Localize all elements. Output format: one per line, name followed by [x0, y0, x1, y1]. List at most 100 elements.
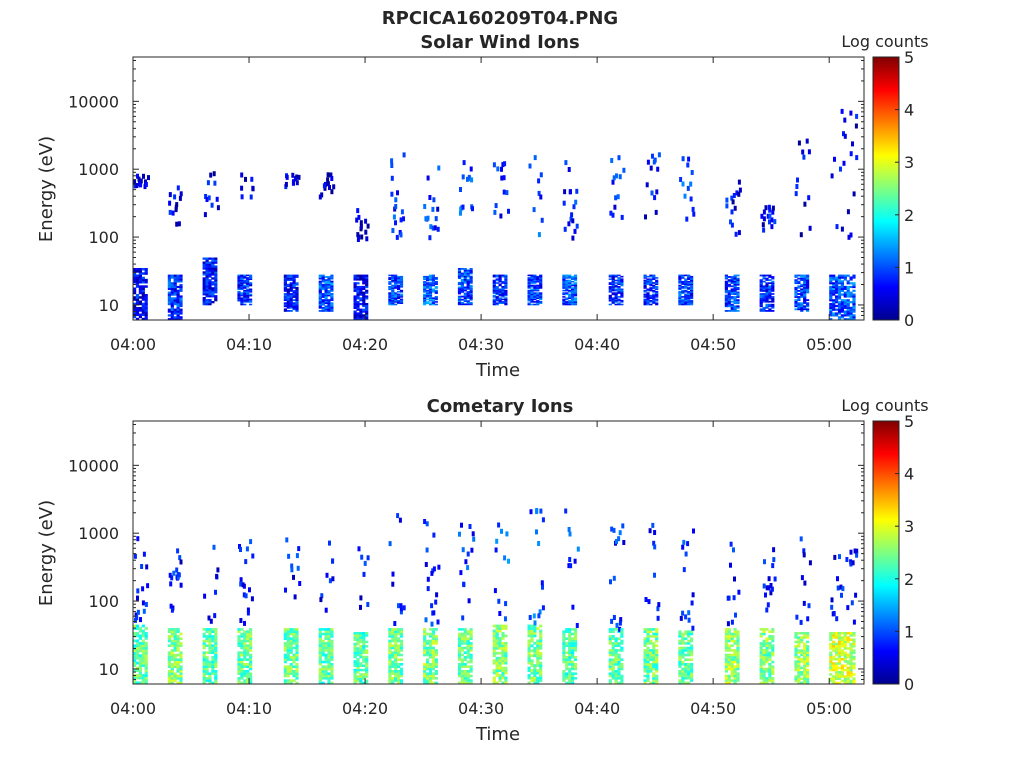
- cometary-heatmap-cell: [492, 641, 496, 645]
- cometary-heatmap-cell: [469, 658, 473, 661]
- solar-wind-heatmap-cell: [210, 202, 214, 208]
- cometary-heatmap-cell: [286, 637, 290, 640]
- solar-wind-heatmap-cell: [724, 290, 728, 292]
- solar-wind-heatmap-cell: [530, 277, 534, 279]
- solar-wind-heatmap-cell: [240, 297, 244, 299]
- cometary-heatmap-cell: [687, 630, 691, 633]
- cometary-heatmap-cell: [388, 656, 392, 659]
- cometary-heatmap-cell: [846, 671, 850, 674]
- solar-wind-heatmap-cell: [835, 282, 839, 285]
- cometary-heatmap-cell: [321, 660, 325, 664]
- cometary-heatmap-cell: [434, 663, 438, 666]
- solar-wind-heatmap-cell: [614, 301, 618, 303]
- solar-wind-heatmap-cell: [646, 293, 650, 296]
- cometary-heatmap-cell: [797, 673, 801, 676]
- solar-wind-heatmap-cell: [329, 172, 333, 178]
- solar-wind-heatmap-cell: [762, 286, 766, 289]
- solar-wind-heatmap-cell: [492, 299, 496, 302]
- solar-wind-heatmap-cell: [286, 277, 290, 280]
- cometary-heatmap-cell: [803, 580, 807, 586]
- solar-wind-heatmap-cell: [768, 305, 772, 308]
- solar-wind-heatmap-cell: [215, 196, 219, 202]
- cometary-heatmap-cell: [176, 639, 180, 643]
- solar-wind-heatmap-cell: [359, 316, 363, 319]
- cometary-heatmap-cell: [608, 653, 612, 657]
- solar-wind-heatmap-cell: [434, 303, 438, 306]
- solar-wind-heatmap-cell: [762, 296, 766, 298]
- cometary-heatmap-cell: [690, 649, 694, 652]
- cometary-heatmap-cell: [687, 663, 691, 666]
- solar-wind-heatmap-cell: [144, 300, 148, 303]
- solar-wind-heatmap-cell: [617, 303, 621, 306]
- solar-wind-heatmap-cell: [725, 197, 729, 203]
- solar-wind-heatmap-cell: [321, 306, 325, 309]
- cometary-heatmap-cell: [736, 644, 740, 647]
- solar-wind-heatmap-cell: [176, 285, 180, 289]
- cometary-heatmap-cell: [568, 649, 572, 652]
- cometary-heatmap-cell: [297, 546, 301, 552]
- cometary-heatmap-cell: [573, 658, 578, 661]
- cometary-heatmap-cell: [295, 642, 299, 645]
- cometary-heatmap-cell: [330, 674, 334, 678]
- cometary-heatmap-cell: [211, 637, 215, 640]
- solar-wind-heatmap-cell: [846, 301, 850, 304]
- cometary-heatmap-cell: [829, 662, 833, 665]
- cometary-heatmap-cell: [399, 639, 404, 643]
- solar-wind-heatmap-cell: [608, 291, 612, 293]
- solar-wind-heatmap-cell: [495, 293, 499, 296]
- solar-wind-heatmap-cell: [608, 274, 612, 277]
- cometary-heatmap-cell: [562, 642, 566, 645]
- cometary-heatmap-cell: [736, 639, 740, 643]
- solar-wind-heatmap-cell: [135, 274, 140, 277]
- solar-wind-heatmap-cell: [466, 294, 470, 296]
- solar-wind-heatmap-cell: [803, 283, 807, 286]
- solar-wind-heatmap-cell: [353, 312, 357, 315]
- cometary-heatmap-cell: [501, 649, 505, 653]
- solar-wind-heatmap-cell: [327, 291, 331, 294]
- cometary-heatmap-cell: [504, 676, 508, 680]
- cometary-heatmap-cell: [724, 646, 728, 650]
- cometary-heatmap-cell: [530, 639, 534, 643]
- solar-wind-heatmap-cell: [608, 286, 612, 288]
- cometary-heatmap-cell: [362, 636, 366, 639]
- cometary-heatmap-cell: [573, 635, 578, 638]
- solar-wind-heatmap-cell: [176, 295, 180, 298]
- cometary-heatmap-cell: [849, 634, 853, 637]
- cometary-heatmap-cell: [321, 681, 325, 684]
- solar-wind-heatmap-cell: [469, 284, 473, 287]
- solar-wind-heatmap-cell: [539, 172, 543, 178]
- solar-wind-heatmap-cell: [846, 274, 850, 277]
- cometary-heatmap-cell: [173, 677, 177, 680]
- cometary-heatmap-cell: [330, 628, 334, 631]
- solar-wind-heatmap-cell: [295, 303, 299, 306]
- solar-wind-heatmap-cell: [617, 277, 621, 279]
- solar-wind-heatmap-cell: [214, 287, 218, 290]
- cometary-heatmap-cell: [324, 642, 328, 645]
- cometary-heatmap-cell: [646, 679, 650, 682]
- cometary-heatmap-cell: [237, 639, 241, 643]
- cometary-heatmap-cell: [687, 632, 691, 636]
- cometary-heatmap-cell: [243, 639, 247, 643]
- cometary-heatmap-cell: [239, 547, 242, 552]
- cometary-heatmap-cell: [759, 674, 763, 678]
- solar-wind-heatmap-cell: [457, 295, 462, 298]
- cometary-heatmap-cell: [463, 674, 467, 678]
- solar-wind-heatmap-cell: [657, 152, 661, 158]
- solar-wind-heatmap-cell: [649, 287, 653, 289]
- cometary-heatmap-cell: [397, 651, 401, 654]
- cometary-heatmap-cell: [423, 663, 427, 666]
- cometary-heatmap-cell: [460, 672, 464, 675]
- solar-wind-heatmap-cell: [835, 284, 839, 287]
- solar-wind-heatmap-cell: [539, 279, 543, 282]
- solar-wind-heatmap-cell: [617, 282, 621, 284]
- cometary-heatmap-cell: [655, 670, 659, 673]
- solar-wind-heatmap-cell: [492, 289, 496, 292]
- cometary-heatmap-cell: [527, 649, 531, 653]
- solar-wind-heatmap-cell: [170, 274, 174, 277]
- cometary-heatmap-cell: [497, 598, 501, 604]
- cometary-heatmap-cell: [771, 660, 775, 664]
- cometary-heatmap-cell: [170, 656, 174, 659]
- solar-wind-heatmap-cell: [466, 280, 470, 283]
- cometary-heatmap-cell: [614, 642, 618, 645]
- solar-wind-heatmap-cell: [829, 278, 833, 281]
